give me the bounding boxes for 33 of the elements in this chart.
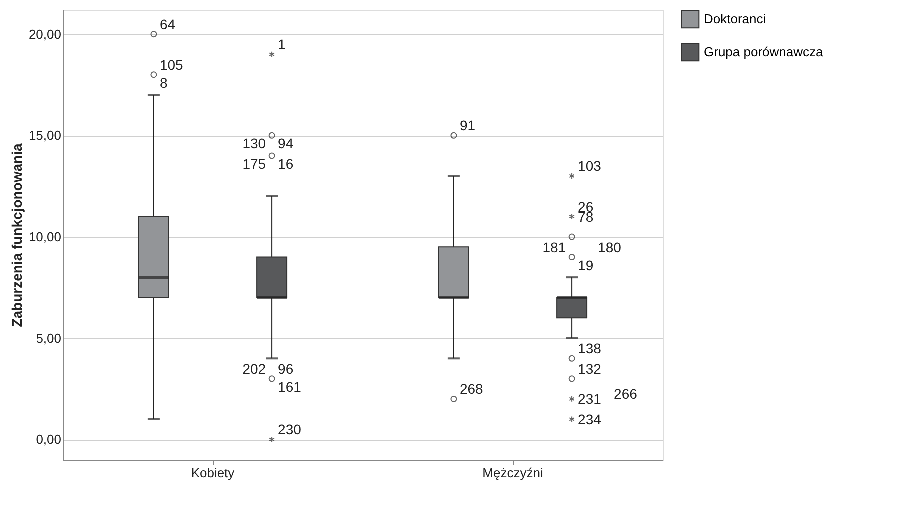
annotation: 230 xyxy=(278,422,302,438)
annotation: 266 xyxy=(614,386,638,402)
annotation: 138 xyxy=(578,340,602,357)
annotation: 175 xyxy=(242,156,266,172)
annotation: 64 xyxy=(160,16,176,32)
annotation: 8 xyxy=(160,74,168,91)
annotation: 94 xyxy=(278,136,294,152)
y-tick-label: 5,00 xyxy=(36,330,62,346)
annotation: 105 xyxy=(160,56,184,73)
annotation: 91 xyxy=(460,118,476,134)
legend-label: Grupa porównawcza xyxy=(704,44,824,60)
annotation: 16 xyxy=(278,156,294,172)
annotation: 181 xyxy=(542,239,566,256)
x-tick-label: Mężczyźni xyxy=(482,466,544,480)
x-tick-label: Kobiety xyxy=(191,466,236,480)
annotation: 231 xyxy=(578,391,602,408)
annotation: 234 xyxy=(578,411,602,428)
annotation: 268 xyxy=(460,381,484,398)
annotation: 103 xyxy=(578,158,602,174)
y-axis-title: Zaburzenia funkcjonowania xyxy=(8,144,25,328)
annotation: 161 xyxy=(278,378,302,395)
annotation: 19 xyxy=(578,257,594,274)
y-tick-label: 20,00 xyxy=(28,26,62,42)
y-tick-label: 15,00 xyxy=(28,128,62,144)
legend-label: Doktoranci xyxy=(704,12,766,26)
annotation: 132 xyxy=(578,360,602,377)
annotation: 96 xyxy=(278,360,294,377)
annotation: 1 xyxy=(278,36,286,53)
annotation: 130 xyxy=(242,136,266,152)
y-tick-label: 0,00 xyxy=(36,432,62,448)
y-tick-label: 10,00 xyxy=(28,230,62,245)
annotation: 202 xyxy=(242,360,266,377)
annotation: 180 xyxy=(598,239,622,256)
